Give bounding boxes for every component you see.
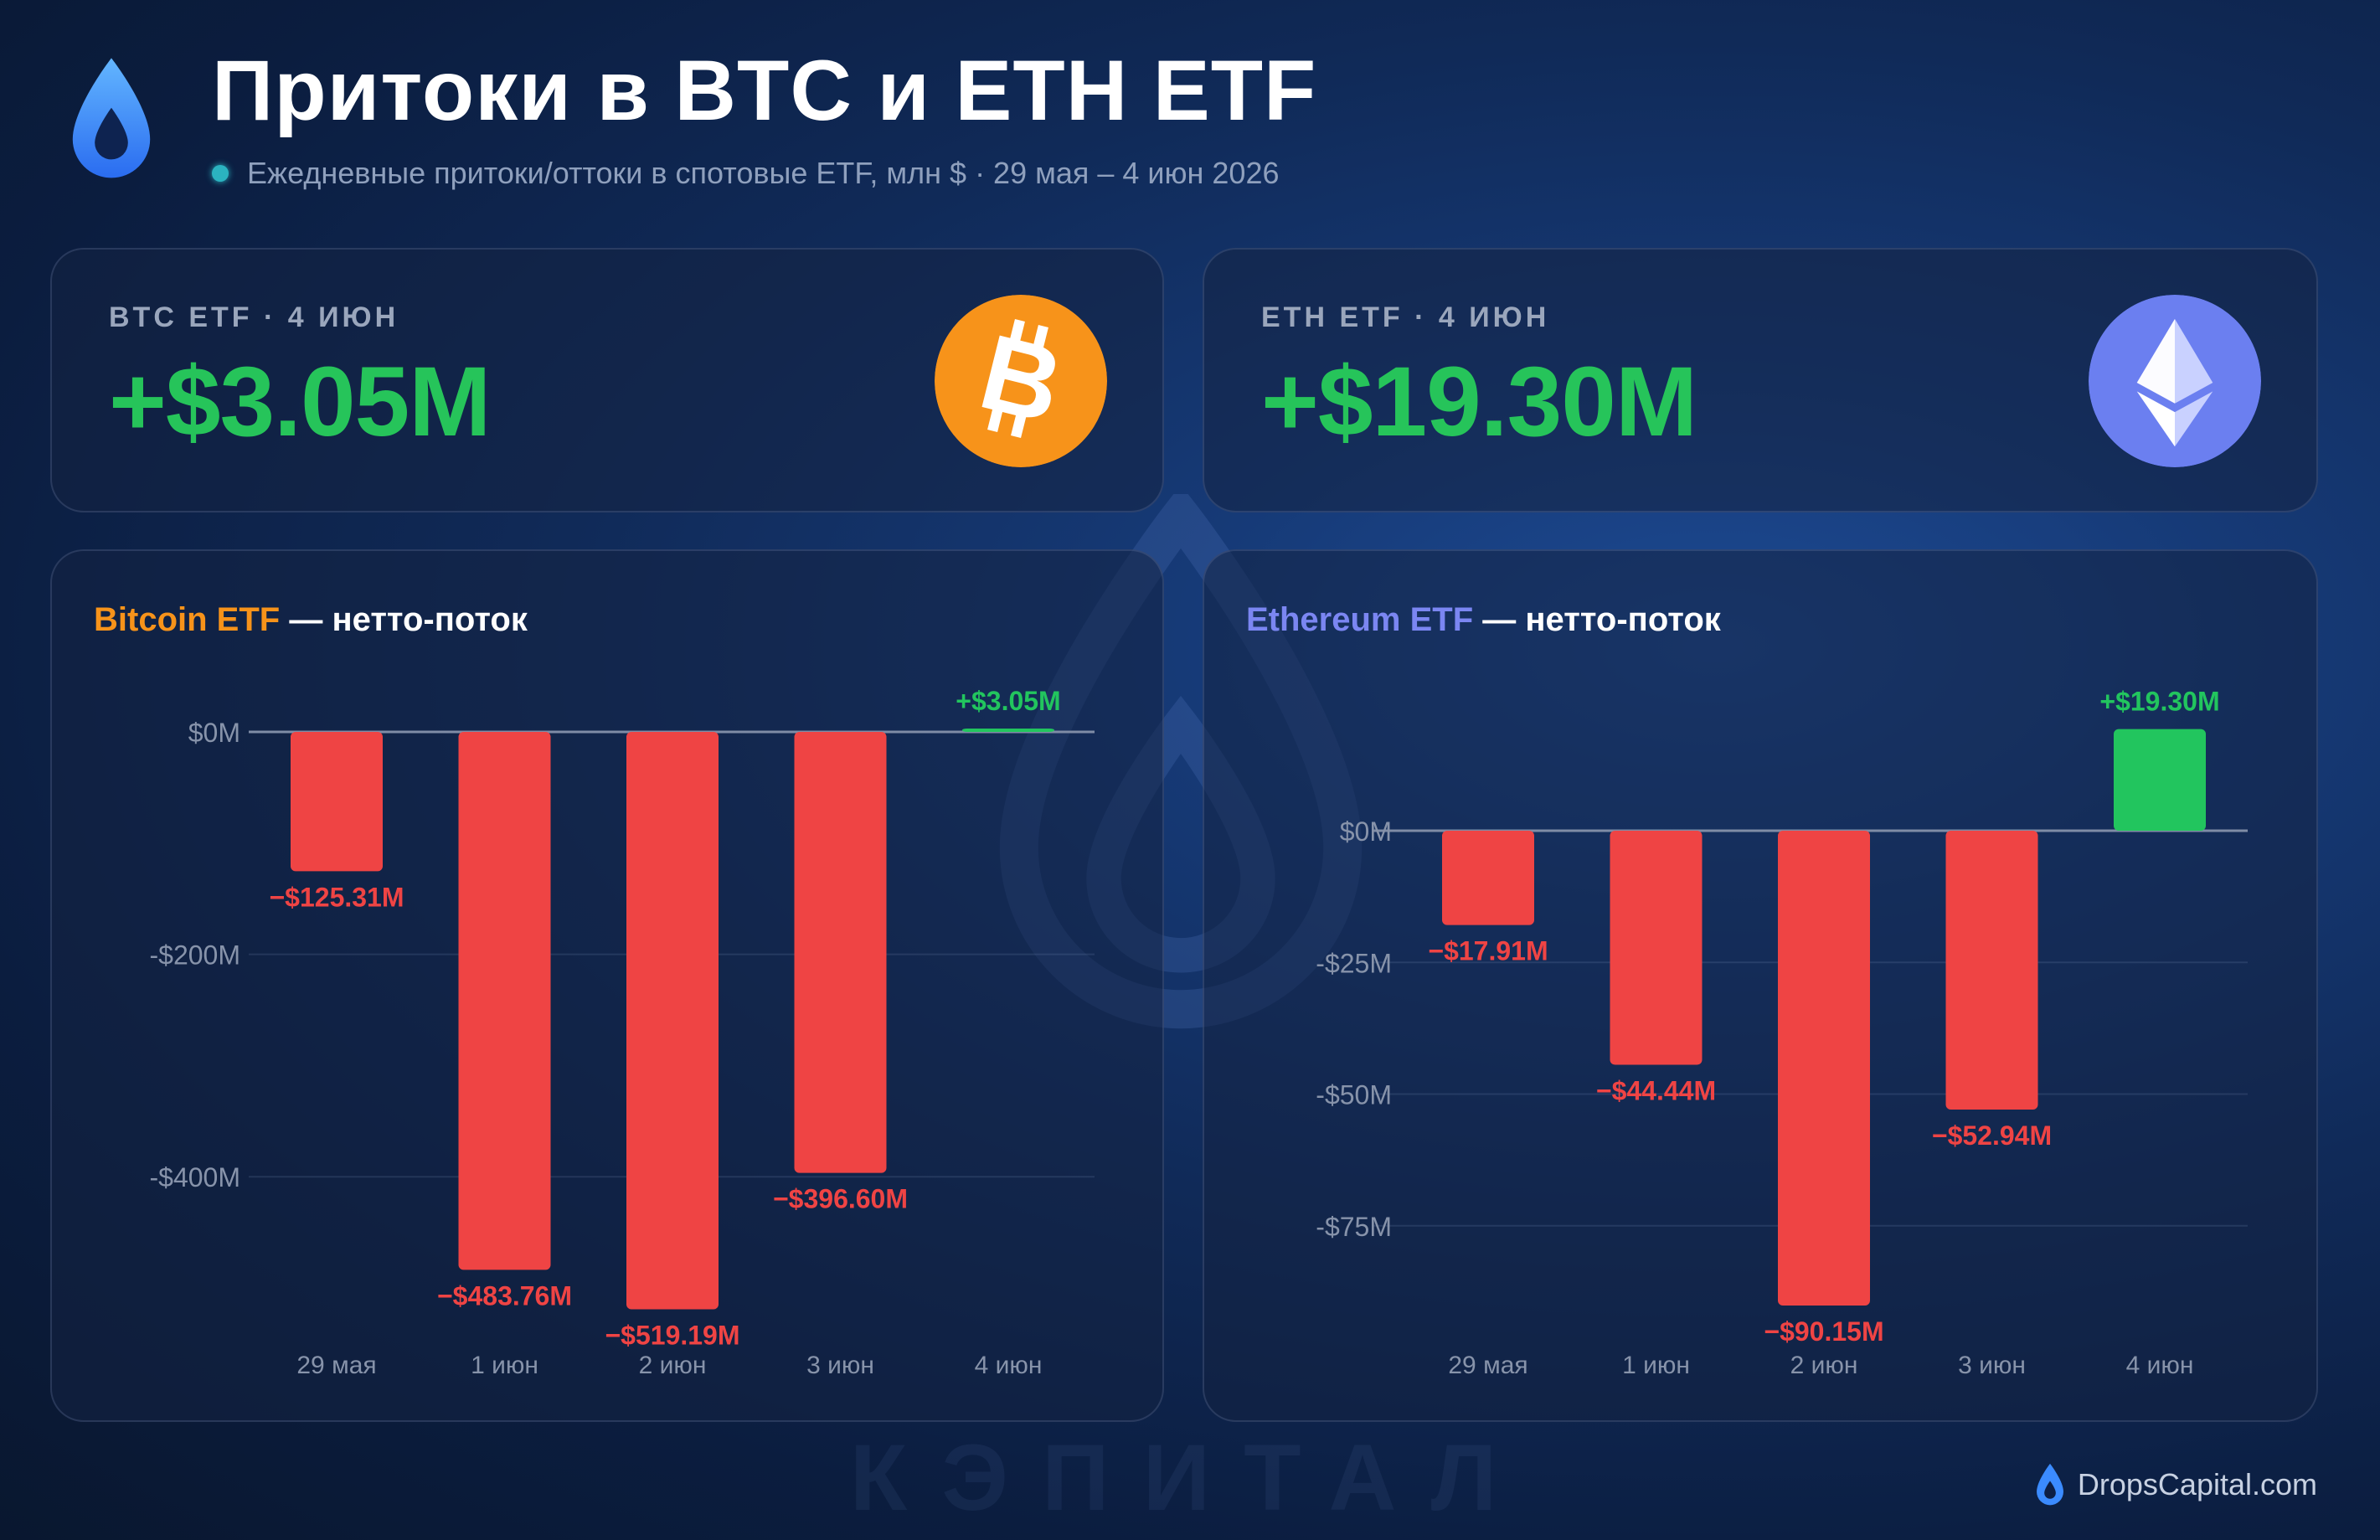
btc-bar bbox=[458, 732, 551, 1270]
btc-chart-card: Bitcoin ETF — нетто-поток $0M -$200M -$400… bbox=[50, 549, 1164, 1422]
brand: DropsCapital.com bbox=[2034, 1461, 2317, 1508]
btc-data-label: −$483.76M bbox=[437, 1280, 572, 1311]
drop-logo-icon bbox=[72, 58, 151, 178]
eth-chart-title: Ethereum ETF — нетто-поток bbox=[1246, 601, 1721, 639]
btc-x-tick-label: 29 мая bbox=[296, 1352, 376, 1379]
btc-bar bbox=[794, 732, 887, 1173]
btc-y-tick-label: -$200M bbox=[150, 940, 241, 971]
eth-stat-value: +$19.30M bbox=[1261, 347, 1697, 457]
btc-x-tick-label: 4 июн bbox=[975, 1352, 1043, 1379]
ethereum-icon bbox=[2089, 295, 2261, 467]
btc-x-tick-label: 2 июн bbox=[639, 1352, 707, 1379]
btc-y-tick-label: $0M bbox=[188, 718, 240, 748]
status-dot bbox=[212, 165, 229, 182]
eth-data-label: −$44.44M bbox=[1596, 1076, 1716, 1106]
eth-bar bbox=[1610, 831, 1703, 1065]
eth-bar bbox=[1945, 831, 2038, 1110]
btc-y-tick-label: -$400M bbox=[150, 1162, 241, 1192]
btc-stat-card: BTC ETF · 4 ИЮН +$3.05M B bbox=[50, 248, 1164, 512]
bitcoin-icon: B bbox=[935, 295, 1107, 467]
btc-x-tick-label: 3 июн bbox=[806, 1352, 874, 1379]
btc-stat-label: BTC ETF · 4 ИЮН bbox=[109, 301, 399, 333]
eth-y-tick-label: -$75M bbox=[1316, 1212, 1392, 1242]
btc-x-tick-label: 1 июн bbox=[471, 1352, 538, 1379]
btc-bar bbox=[291, 732, 383, 872]
btc-data-label: +$3.05M bbox=[956, 686, 1060, 716]
brand-text: DropsCapital.com bbox=[2077, 1467, 2317, 1501]
eth-bar bbox=[1442, 831, 1534, 925]
page-title: Притоки в BTC и ETH ETF bbox=[212, 43, 1317, 138]
eth-chart-title-rest: — нетто-поток bbox=[1473, 601, 1721, 638]
eth-x-tick-label: 2 июн bbox=[1790, 1352, 1858, 1379]
subtitle: Ежедневные притоки/оттоки в спотовые ETF… bbox=[212, 156, 1280, 191]
btc-data-label: −$519.19M bbox=[605, 1320, 739, 1350]
eth-x-tick-label: 3 июн bbox=[1958, 1352, 2026, 1379]
btc-chart-title: Bitcoin ETF — нетто-поток bbox=[94, 601, 528, 639]
eth-data-label: −$17.91M bbox=[1428, 936, 1548, 966]
eth-bar-chart: $0M -$25M -$50M -$75M −$17.91M 29 мая −$44.44M… bbox=[1316, 687, 2248, 1379]
eth-chart-title-accent: Ethereum ETF bbox=[1246, 601, 1474, 638]
eth-stat-label: ETH ETF · 4 ИЮН bbox=[1261, 301, 1550, 333]
eth-chart-card: Ethereum ETF — нетто-поток $0M -$25M -$50M… bbox=[1203, 549, 2318, 1422]
subtitle-text: Ежедневные притоки/оттоки в спотовые ETF… bbox=[247, 156, 1280, 190]
eth-y-tick-label: -$25M bbox=[1316, 948, 1392, 978]
eth-bar bbox=[1778, 831, 1870, 1306]
eth-data-label: −$90.15M bbox=[1764, 1316, 1883, 1347]
eth-x-tick-label: 29 мая bbox=[1448, 1352, 1527, 1379]
eth-data-label: −$52.94M bbox=[1932, 1120, 2052, 1151]
btc-bar bbox=[626, 732, 719, 1310]
brand-drop-icon bbox=[2036, 1463, 2063, 1506]
eth-y-tick-label: $0M bbox=[1340, 816, 1392, 847]
btc-chart-title-rest: — нетто-поток bbox=[280, 601, 528, 638]
btc-bar bbox=[962, 728, 1054, 732]
btc-data-label: −$125.31M bbox=[269, 882, 404, 912]
eth-stat-card: ETH ETF · 4 ИЮН +$19.30M bbox=[1203, 248, 2318, 512]
eth-x-tick-label: 1 июн bbox=[1622, 1352, 1690, 1379]
eth-y-tick-label: -$50M bbox=[1316, 1080, 1392, 1110]
eth-x-tick-label: 4 июн bbox=[2126, 1352, 2194, 1379]
btc-bar-chart: $0M -$200M -$400M −$125.31M 29 мая −$483.76M 1… bbox=[150, 686, 1095, 1379]
btc-chart-title-accent: Bitcoin ETF bbox=[94, 601, 281, 638]
btc-data-label: −$396.60M bbox=[773, 1184, 908, 1214]
eth-bar bbox=[2114, 729, 2206, 831]
watermark-text: КЭПИТАЛ bbox=[849, 1425, 1531, 1530]
eth-data-label: +$19.30M bbox=[2099, 687, 2219, 717]
btc-stat-value: +$3.05M bbox=[109, 347, 491, 457]
